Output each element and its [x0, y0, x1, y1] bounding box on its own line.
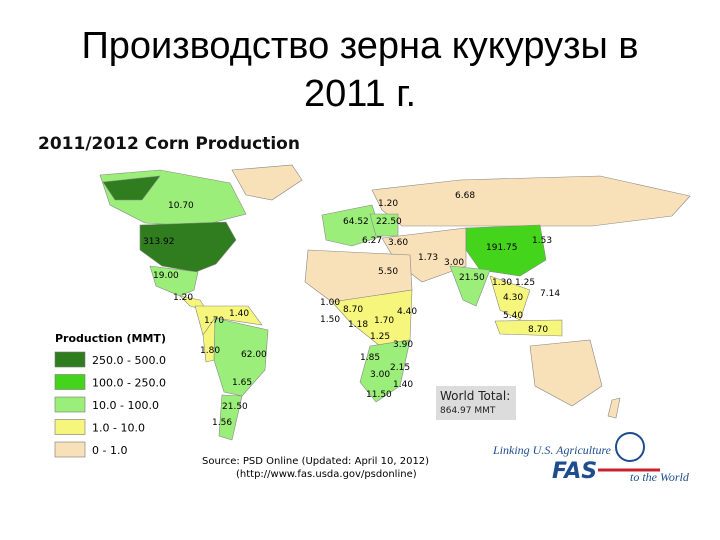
total-label: World Total: [440, 389, 510, 403]
map-label: 22.50 [376, 217, 402, 227]
map-label: 19.00 [153, 271, 179, 281]
map-title: 2011/2012 Corn Production [38, 134, 300, 154]
source: Source: PSD Online (Updated: April 10, 2… [202, 456, 429, 467]
total-box [436, 386, 516, 420]
logo-tagline: Linking U.S. Agriculture [492, 443, 612, 457]
map-label: 3.60 [388, 238, 408, 248]
region [102, 175, 161, 201]
map-label: 1.56 [212, 418, 232, 428]
region [607, 397, 621, 419]
legend-swatch [54, 396, 86, 413]
map-label: 3.00 [444, 258, 464, 268]
map-label: 1.40 [229, 309, 249, 319]
legend-swatch [54, 351, 86, 368]
region [149, 265, 199, 297]
legend-swatch [54, 419, 86, 435]
logo-globe [615, 432, 645, 462]
map-label: 11.50 [366, 390, 392, 400]
legend-label: 1.0 - 10.0 [92, 422, 145, 435]
total-value: 864.97 MMT [440, 406, 496, 416]
map-label: 21.50 [459, 273, 485, 283]
map-label: 8.70 [528, 325, 548, 335]
map-label: 313.92 [143, 237, 175, 247]
map-label: 6.68 [455, 191, 475, 201]
map-label: 3.90 [393, 340, 413, 350]
map-label: 1.70 [204, 316, 224, 326]
region [321, 204, 383, 247]
region [494, 319, 563, 337]
region [202, 317, 216, 363]
slide-title: Производство зерна кукурузы в [81, 25, 638, 67]
legend-swatch [54, 441, 86, 458]
map-label: 1.85 [360, 353, 380, 363]
region [231, 164, 303, 201]
map-label: 5.50 [378, 267, 398, 277]
map-label: 2.15 [390, 363, 410, 373]
slide-title: 2011 г. [304, 73, 416, 115]
region [465, 224, 547, 277]
map-label: 1.25 [515, 278, 535, 288]
map-label: 6.27 [362, 236, 382, 246]
map-label: 1.30 [492, 278, 512, 288]
map-label: 1.40 [393, 380, 413, 390]
legend-title: Production (MMT) [55, 332, 166, 345]
map-label: 4.40 [397, 307, 417, 317]
map-label: 1.25 [370, 332, 390, 342]
map-label: 62.00 [241, 350, 267, 360]
legend-label: 10.0 - 100.0 [92, 399, 159, 412]
logo-suffix: to the World [630, 470, 690, 484]
map-label: 4.30 [503, 293, 523, 303]
region [139, 221, 237, 273]
map-label: 1.53 [532, 236, 552, 246]
map-label: 7.14 [540, 289, 560, 299]
region [371, 175, 691, 227]
region [529, 339, 603, 407]
map-label: 1.50 [320, 315, 340, 325]
region [489, 275, 531, 321]
legend-label: 0 - 1.0 [92, 444, 127, 457]
map-label: 8.70 [343, 305, 363, 315]
logo-name: FAS [552, 459, 597, 484]
map-label: 1.80 [200, 346, 220, 356]
map-label: 1.00 [320, 298, 340, 308]
map-label: 1.20 [173, 293, 193, 303]
map-label: 64.52 [343, 217, 369, 227]
map-label: 1.18 [348, 320, 368, 330]
map-label: 5.40 [503, 311, 523, 321]
region [449, 265, 491, 307]
legend-label: 250.0 - 500.0 [92, 354, 166, 367]
map-label: 1.73 [418, 253, 438, 263]
map-label: 1.20 [378, 199, 398, 209]
map-label: 10.70 [168, 201, 194, 211]
map-label: 191.75 [486, 243, 518, 253]
legend-label: 100.0 - 250.0 [92, 377, 166, 390]
map-label: 21.50 [222, 402, 248, 412]
region [218, 394, 243, 441]
source-url: (http://www.fas.usda.gov/psdonline) [236, 469, 417, 480]
map [99, 164, 691, 441]
map-label: 3.00 [370, 370, 390, 380]
map-label: 1.70 [374, 316, 394, 326]
region [359, 339, 411, 403]
region [194, 305, 263, 336]
map-label: 1.65 [232, 378, 252, 388]
legend-swatch [54, 374, 86, 390]
